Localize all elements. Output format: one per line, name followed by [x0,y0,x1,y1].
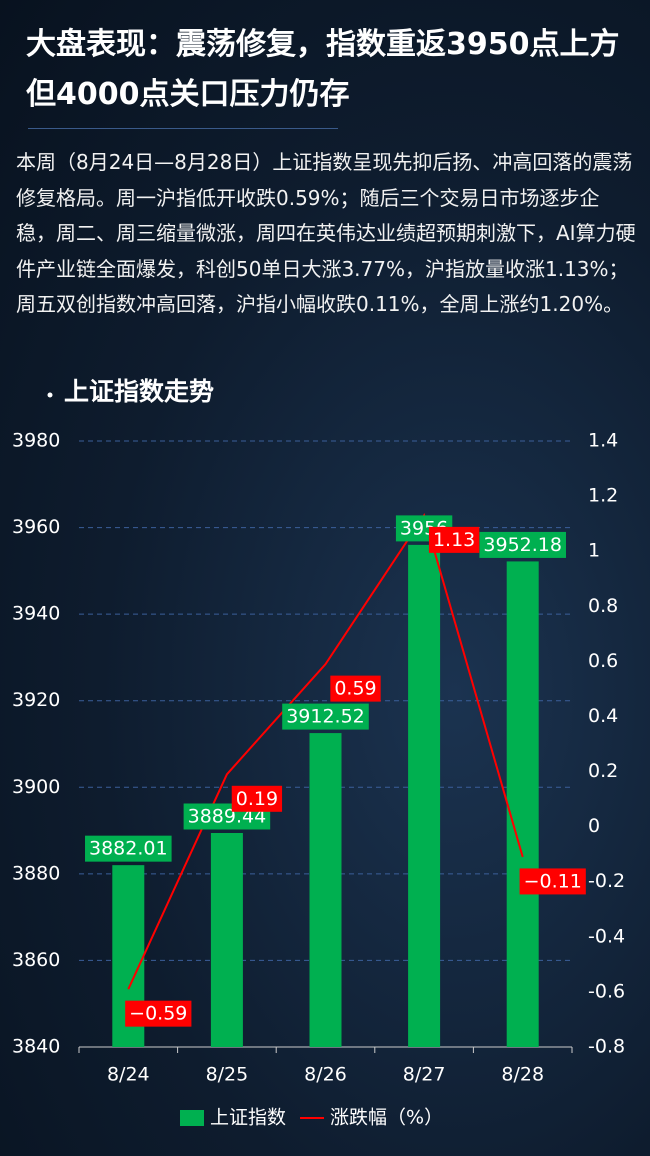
bar [408,544,441,1047]
bar [506,561,539,1047]
y2-tick-label: 1.4 [588,430,618,452]
legend-label: 上证指数 [210,1107,286,1129]
y2-tick-label: 1 [588,540,600,562]
bar-label-bg [479,531,566,558]
line-label: 0.19 [236,788,278,810]
line [127,513,524,990]
bar [309,733,342,1047]
x-tick-label: 8/24 [107,1064,150,1086]
line-label: −0.59 [129,1003,187,1025]
separator [28,128,338,129]
legend-swatch [180,1110,204,1126]
y2-tick-label: 0.4 [588,705,618,727]
y2-tick-label: 0.8 [588,595,618,617]
y-tick-label: 3960 [12,516,60,538]
y2-tick-label: -0.2 [588,870,625,892]
y2-tick-label: -0.6 [588,980,625,1002]
bar-label: 3952.18 [483,534,562,556]
x-tick-label: 8/27 [403,1064,446,1086]
x-tick-label: 8/28 [501,1064,544,1086]
y-tick-label: 3940 [12,603,60,625]
y2-tick-label: -0.4 [588,925,625,947]
legend-label: 涨跌幅（%） [330,1107,443,1129]
y-tick-label: 3920 [12,689,60,711]
line-label: 0.59 [334,678,376,700]
y2-tick-label: -0.8 [588,1036,625,1058]
line-label-bg [125,1000,192,1027]
line-label-bg [519,868,586,895]
y-tick-label: 3980 [12,430,60,452]
y2-tick-label: 0.2 [588,760,618,782]
bar-label-bg [282,703,369,730]
y-tick-label: 3880 [12,862,60,884]
bar-label: 3882.01 [89,838,168,860]
line-label: 1.13 [433,529,475,551]
y2-tick-label: 0 [588,815,600,837]
line-label-bg [330,675,381,702]
y-tick-label: 3900 [12,776,60,798]
y2-tick-label: 1.2 [588,485,618,507]
line-label-bg [231,785,283,812]
heading-dot [47,392,53,398]
y-tick-label: 3840 [12,1036,60,1058]
line-label-bg [428,526,480,553]
y-tick-label: 3860 [12,949,60,971]
title: 大盘表现：震荡修复，指数重返3950点上方但4000点关口压力仍存 [26,27,620,112]
bar-label: 3912.52 [286,706,365,728]
y2-tick-label: 0.6 [588,650,618,672]
x-tick-label: 8/25 [206,1064,249,1086]
summary: 本周（8月24日—8月28日）上证指数呈现先抑后扬、冲高回落的震荡修复格局。周一… [16,150,636,316]
line-label: −0.11 [524,870,582,892]
chart-title: 上证指数走势 [64,377,214,406]
bar [210,832,243,1047]
bar-label-bg [85,835,172,862]
x-tick-label: 8/26 [304,1064,347,1086]
